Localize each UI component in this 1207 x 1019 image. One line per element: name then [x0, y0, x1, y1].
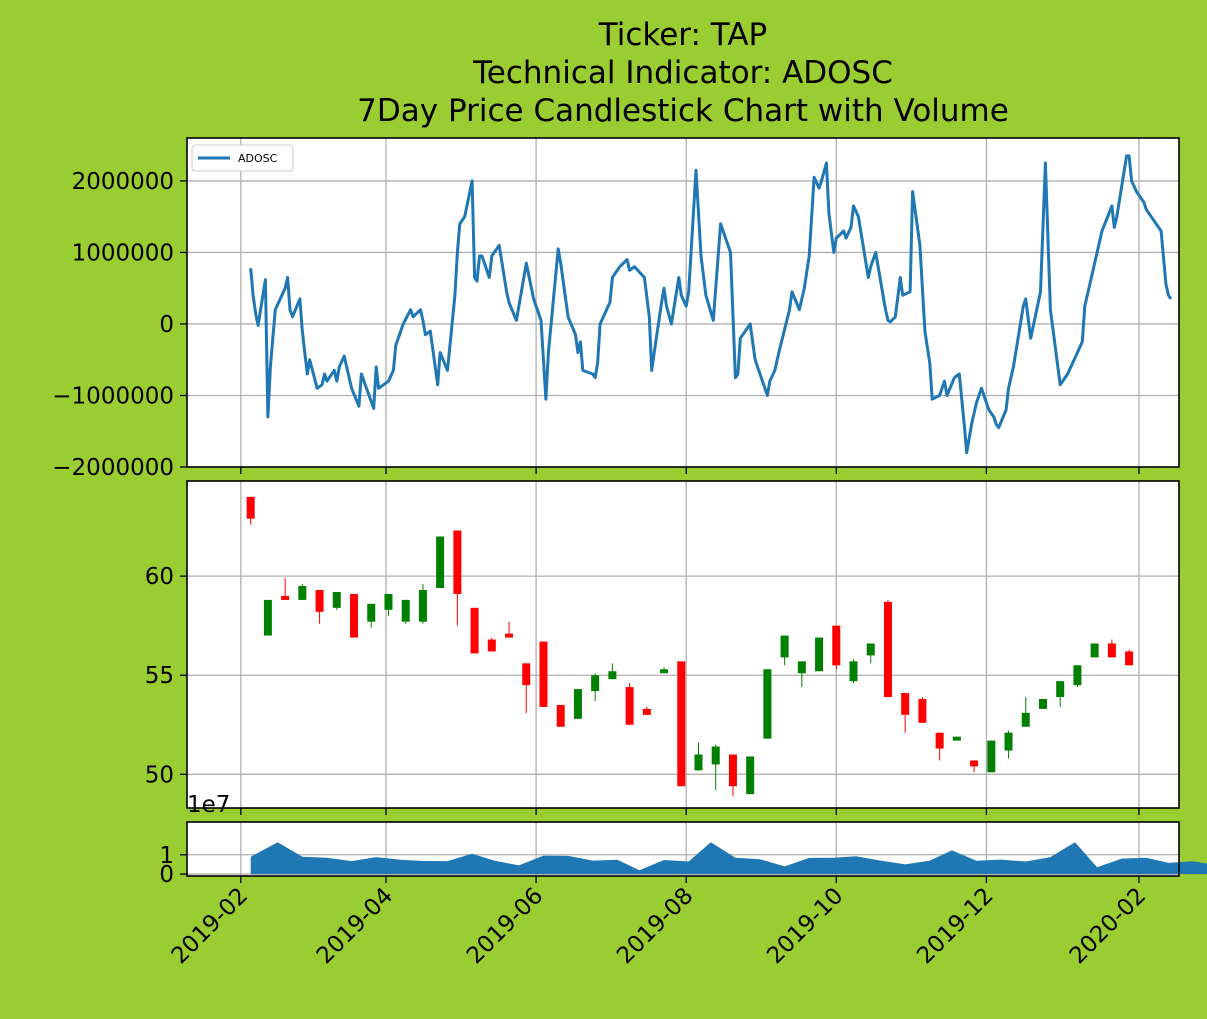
candle-body — [573, 689, 582, 719]
candle-body — [384, 593, 393, 610]
x-tick-label: 2019-10 — [762, 883, 848, 969]
candle-body — [728, 754, 737, 787]
x-tick-label: 2019-06 — [462, 883, 548, 969]
candle-body — [263, 599, 272, 636]
candle-body — [298, 586, 307, 600]
candle-body — [1125, 651, 1134, 666]
candle-body — [1073, 665, 1082, 686]
candle-body — [987, 740, 996, 773]
candle-body — [832, 625, 841, 666]
candle-body — [780, 635, 789, 658]
candle-body — [246, 496, 255, 519]
y-tick-label: 1000000 — [72, 240, 174, 266]
candle-body — [711, 746, 720, 765]
x-tick-label: 2020-02 — [1065, 883, 1151, 969]
volume-frame — [186, 821, 1180, 877]
x-tick-label: 2019-04 — [312, 883, 398, 969]
y-tick-label: −2000000 — [52, 455, 174, 481]
candle-body — [677, 661, 686, 787]
candle-body — [539, 641, 548, 707]
y-tick-label: 50 — [145, 762, 174, 788]
candle-body — [866, 643, 875, 656]
price-panel: 50 55 60 — [145, 480, 1180, 815]
indicator-frame — [186, 137, 1180, 468]
legend: ADOSC — [191, 144, 294, 172]
candle-body — [522, 663, 531, 686]
y-tick-label: −1000000 — [52, 383, 174, 409]
y-tick-label: 2000000 — [72, 169, 174, 195]
candle-body — [350, 593, 359, 638]
candle-body — [591, 675, 600, 692]
candle-body — [401, 599, 410, 622]
candle-body — [436, 536, 445, 589]
candle-body — [505, 633, 514, 638]
candle-body — [642, 708, 651, 715]
y-tick-label: 60 — [145, 564, 174, 590]
candle-body — [367, 603, 376, 622]
candle-body — [315, 590, 324, 612]
legend-box — [191, 144, 294, 172]
candle-body — [1056, 681, 1065, 698]
candle-body — [1038, 699, 1047, 709]
x-axis: 2019-02 2019-04 2019-06 2019-08 2019-10 2019-… — [167, 883, 1151, 969]
title-line-3: 7Day Price Candlestick Chart with Volume — [357, 93, 1009, 129]
x-tick-label: 2019-12 — [912, 883, 998, 969]
candle-body — [901, 693, 910, 715]
candle-body — [660, 669, 669, 674]
candle-body — [625, 687, 634, 725]
title-line-2: Technical Indicator: ADOSC — [472, 55, 893, 91]
y-tick-label: 55 — [145, 663, 174, 689]
candle-body — [470, 607, 479, 654]
candle-body — [935, 732, 944, 749]
x-tick-label: 2019-08 — [612, 883, 698, 969]
candle-body — [815, 637, 824, 672]
candle-body — [746, 756, 755, 795]
title-line-1: Ticker: TAP — [598, 17, 768, 53]
x-tick-label: 2019-02 — [167, 883, 253, 969]
candle-body — [1107, 643, 1116, 658]
candle-body — [970, 760, 979, 767]
candle-body — [883, 601, 892, 698]
y-tick-label: 0 — [159, 862, 174, 888]
volume-area — [250, 842, 1207, 875]
y-tick-label: 0 — [159, 312, 174, 338]
volume-offset-label: 1e7 — [187, 792, 230, 818]
candle-body — [918, 699, 927, 723]
candle-body — [608, 671, 617, 680]
candle-body — [1004, 732, 1013, 751]
price-frame — [186, 480, 1180, 809]
legend-label: ADOSC — [238, 152, 278, 165]
candle-body — [332, 591, 341, 608]
candle-body — [1090, 643, 1099, 658]
candle-body — [453, 530, 462, 594]
candle-body — [418, 590, 427, 622]
indicator-panel: ADOSC 2000000 1000000 0 −1000000 −2000000 — [52, 137, 1180, 481]
y-tick-label: 1 — [159, 843, 174, 869]
candle-body — [281, 595, 290, 600]
series-line-adosc — [249, 154, 1173, 455]
candle-body — [797, 661, 806, 674]
chart-title: Ticker: TAP Technical Indicator: ADOSC 7… — [357, 17, 1009, 129]
candle-body — [1021, 712, 1030, 727]
candle-body — [694, 754, 703, 771]
candle-body — [556, 704, 565, 727]
volume-panel: 1e7 01 — [159, 792, 1207, 888]
candle-body — [487, 639, 496, 652]
candle-body — [849, 661, 858, 682]
candle-body — [763, 669, 772, 739]
candle-body — [952, 736, 961, 741]
